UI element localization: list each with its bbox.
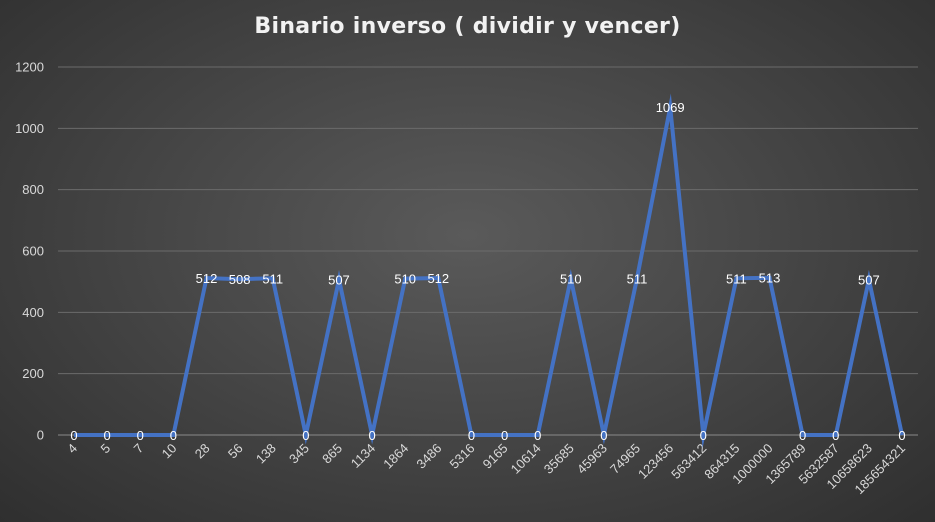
data-label: 510 <box>394 272 416 287</box>
y-tick-label: 200 <box>22 366 44 381</box>
data-label: 0 <box>302 428 309 443</box>
data-label: 0 <box>70 428 77 443</box>
y-tick-label: 400 <box>22 305 44 320</box>
x-tick-label: 28 <box>192 441 213 462</box>
data-label: 511 <box>627 271 648 286</box>
x-tick-label: 56 <box>225 441 246 462</box>
x-tick-label: 123456 <box>635 441 676 482</box>
data-label: 512 <box>427 271 449 286</box>
x-tick-label: 35685 <box>541 441 577 477</box>
x-tick-label: 1864 <box>380 441 411 472</box>
x-tick-label: 1134 <box>348 441 378 471</box>
x-tick-label: 10 <box>159 441 180 462</box>
x-tick-label: 345 <box>286 441 312 467</box>
data-label: 0 <box>137 428 144 443</box>
x-tick-label: 9165 <box>480 441 511 472</box>
chart-title: Binario inverso ( dividir y vencer) <box>254 14 681 39</box>
data-label: 0 <box>898 428 905 443</box>
data-label: 513 <box>759 271 781 286</box>
gridlines <box>58 66 918 436</box>
data-label: 0 <box>832 428 839 443</box>
data-label: 510 <box>560 272 582 287</box>
x-tick-label: 5316 <box>447 441 478 472</box>
y-tick-label: 1000 <box>15 121 44 136</box>
y-tick-label: 0 <box>37 428 44 443</box>
series-line <box>74 93 904 448</box>
data-label: 511 <box>726 271 747 286</box>
x-tick-label: 3486 <box>413 441 444 472</box>
data-label: 0 <box>468 428 475 443</box>
data-label: 512 <box>196 271 218 286</box>
data-label: 1069 <box>656 100 685 115</box>
data-label: 507 <box>328 273 350 288</box>
data-label: 511 <box>262 271 283 286</box>
data-label: 0 <box>799 428 806 443</box>
x-tick-label: 138 <box>253 441 279 467</box>
data-label: 0 <box>104 428 111 443</box>
data-label: 0 <box>170 428 177 443</box>
y-tick-label: 1200 <box>15 60 44 75</box>
x-tick-label: 45963 <box>574 441 610 477</box>
data-label: 0 <box>368 428 375 443</box>
x-tick-label: 563412 <box>668 441 709 482</box>
x-axis-ticks: 4 5 7 10 28 56 138 345 865 1134 1864 3486 5316 916510… <box>64 441 908 498</box>
series-lines <box>74 93 904 448</box>
y-tick-label: 800 <box>22 182 44 197</box>
x-tick-label: 865 <box>319 441 345 467</box>
data-label: 0 <box>534 428 541 443</box>
data-label: 508 <box>229 272 251 287</box>
x-tick-label: 10614 <box>508 441 544 477</box>
data-label: 0 <box>700 428 707 443</box>
data-label: 0 <box>600 428 607 443</box>
data-labels: 0 0 0 0 512 508 511 0 507 0 510 512 0 0 0 510 0 511 1069 0 5… <box>70 100 905 443</box>
data-label: 507 <box>858 273 880 288</box>
data-label: 0 <box>501 428 508 443</box>
y-tick-label: 600 <box>22 244 44 259</box>
y-axis-ticks: 0 200 400 600 800 1000 1200 <box>15 60 44 443</box>
